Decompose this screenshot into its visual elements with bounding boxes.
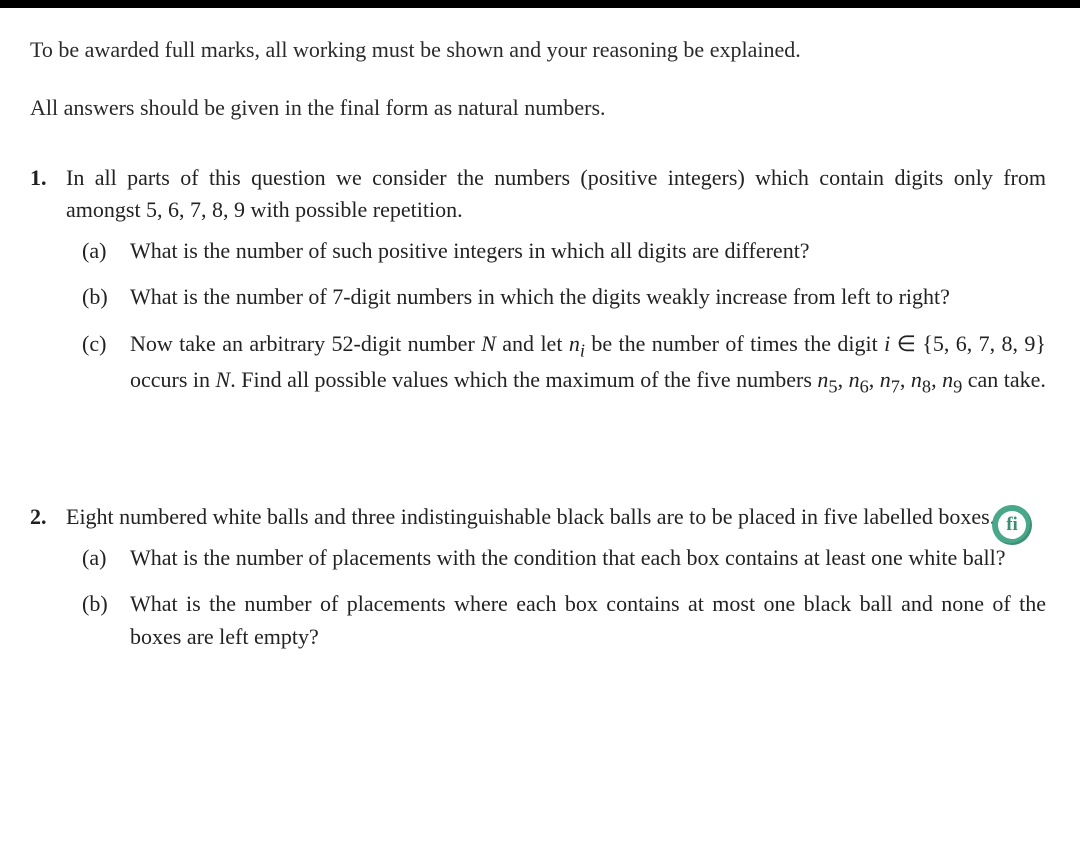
- question-2b: (b) What is the number of placements whe…: [130, 588, 1046, 653]
- question-list: 1. In all parts of this question we cons…: [30, 162, 1046, 653]
- question-1: 1. In all parts of this question we cons…: [66, 162, 1046, 401]
- top-black-bar: [0, 0, 1080, 8]
- question-2a: (a) What is the number of placements wit…: [130, 542, 1046, 575]
- question-number: 1.: [30, 162, 47, 195]
- question-2-intro: Eight numbered white balls and three ind…: [66, 501, 1046, 534]
- page: To be awarded full marks, all working mu…: [0, 0, 1080, 844]
- part-label: (b): [82, 588, 108, 621]
- part-label: (a): [82, 235, 106, 268]
- question-number: 2.: [30, 501, 47, 534]
- preamble-line-1: To be awarded full marks, all working mu…: [30, 34, 1046, 66]
- part-text: What is the number of placements with th…: [130, 545, 1005, 570]
- part-text: What is the number of such positive inte…: [130, 238, 810, 263]
- part-text: What is the number of 7-digit numbers in…: [130, 284, 950, 309]
- question-1b: (b) What is the number of 7-digit number…: [130, 281, 1046, 314]
- question-1-intro: In all parts of this question we conside…: [66, 162, 1046, 227]
- part-label: (c): [82, 328, 106, 361]
- question-1a: (a) What is the number of such positive …: [130, 235, 1046, 268]
- question-2: 2. Eight numbered white balls and three …: [66, 501, 1046, 653]
- preamble: To be awarded full marks, all working mu…: [30, 34, 1046, 124]
- part-label: (b): [82, 281, 108, 314]
- question-2-parts: (a) What is the number of placements wit…: [66, 542, 1046, 654]
- question-1c: (c) Now take an arbitrary 52-digit numbe…: [130, 328, 1046, 401]
- part-label: (a): [82, 542, 106, 575]
- filo-badge-icon[interactable]: fi: [992, 505, 1032, 545]
- badge-glyph: fi: [998, 511, 1026, 539]
- part-text: What is the number of placements where e…: [130, 591, 1046, 649]
- part-text: Now take an arbitrary 52-digit number N …: [130, 331, 1046, 393]
- question-1-parts: (a) What is the number of such positive …: [66, 235, 1046, 401]
- preamble-line-2: All answers should be given in the final…: [30, 92, 1046, 124]
